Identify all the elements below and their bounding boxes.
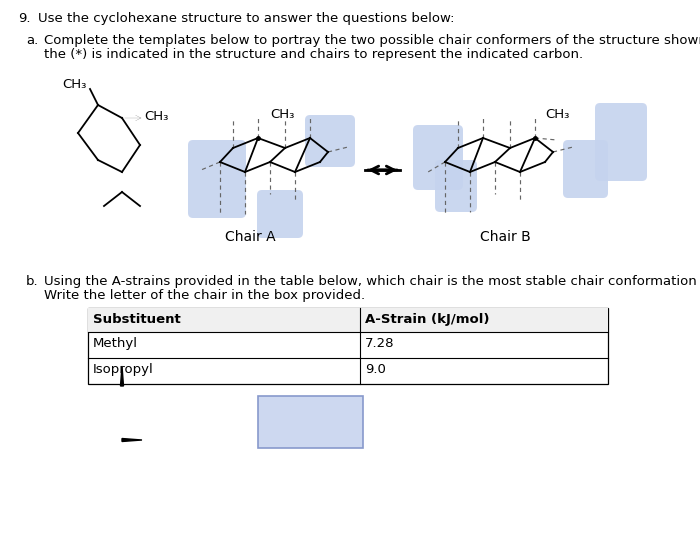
FancyBboxPatch shape [305,115,355,167]
Polygon shape [122,439,142,441]
FancyBboxPatch shape [435,160,477,212]
FancyBboxPatch shape [188,140,246,218]
Text: 7.28: 7.28 [365,337,395,350]
Text: Chair B: Chair B [480,230,531,244]
Text: Chair A: Chair A [225,230,275,244]
Bar [88,308,608,332]
Text: 9.: 9. [18,12,31,25]
FancyBboxPatch shape [563,140,608,198]
Polygon shape [120,366,123,386]
Text: CH₃: CH₃ [144,109,169,123]
Text: A-Strain (kJ/mol): A-Strain (kJ/mol) [365,313,489,326]
Text: CH₃: CH₃ [545,108,569,121]
Text: Isopropyl: Isopropyl [93,363,154,376]
Text: b.: b. [26,275,38,288]
Text: Use the cyclohexane structure to answer the questions below:: Use the cyclohexane structure to answer … [38,12,454,25]
Text: Write the letter of the chair in the box provided.: Write the letter of the chair in the box… [44,289,365,302]
Text: the (*) is indicated in the structure and chairs to represent the indicated carb: the (*) is indicated in the structure an… [44,48,583,61]
Text: a.: a. [26,34,38,47]
FancyBboxPatch shape [257,190,303,238]
Text: Complete the templates below to portray the two possible chair conformers of the: Complete the templates below to portray … [44,34,700,47]
Text: Substituent: Substituent [93,313,181,326]
Text: Using the A-strains provided in the table below, which chair is the most stable : Using the A-strains provided in the tabl… [44,275,700,288]
FancyBboxPatch shape [413,125,463,190]
FancyBboxPatch shape [595,103,647,181]
Bar [88,308,608,384]
Bar [258,396,363,448]
Text: Methyl: Methyl [93,337,138,350]
Text: CH₃: CH₃ [62,78,87,91]
Text: CH₃: CH₃ [270,108,295,121]
Text: 9.0: 9.0 [365,363,386,376]
